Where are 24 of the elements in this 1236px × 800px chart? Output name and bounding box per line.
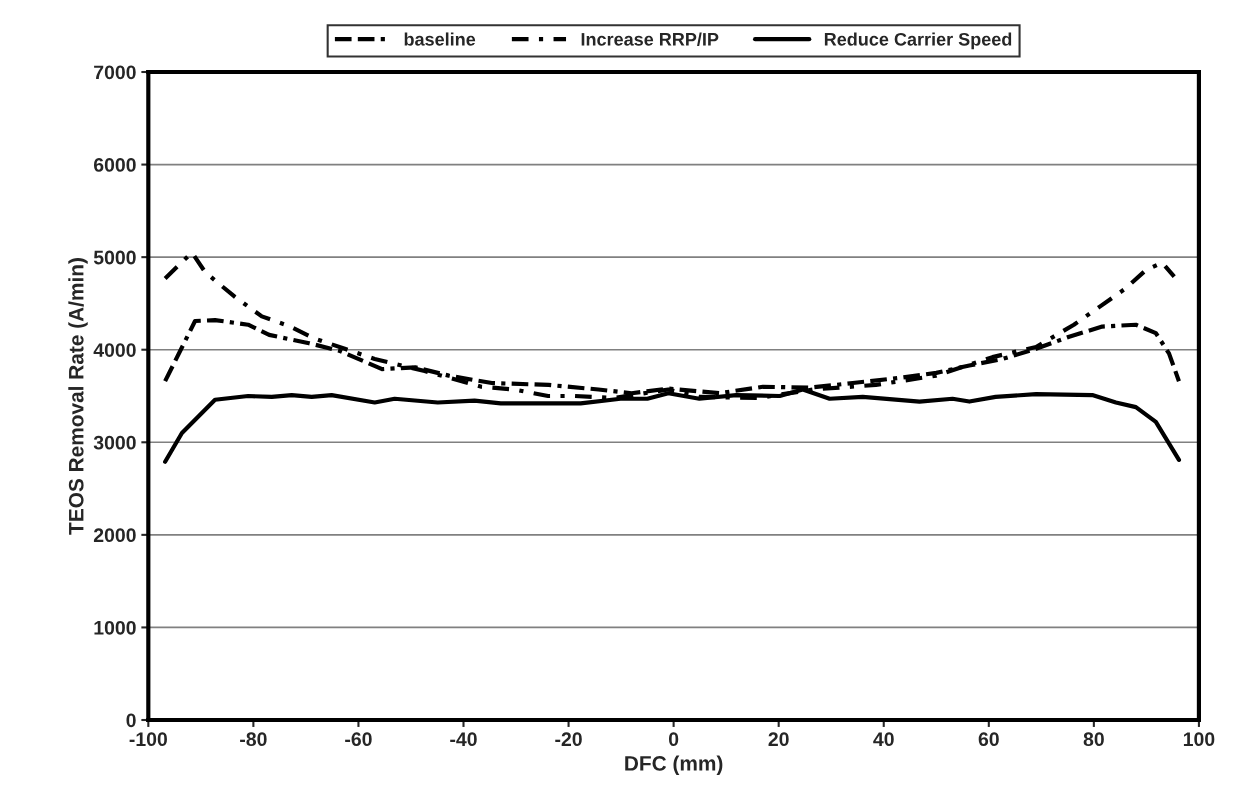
- x-tick-label: -40: [450, 732, 477, 747]
- x-tick-label: -80: [240, 732, 267, 747]
- y-tick-label: 3000: [93, 435, 136, 450]
- y-tick-label: 4000: [93, 343, 136, 357]
- x-tick-label: -60: [345, 732, 372, 747]
- y-tick-label: 0: [126, 713, 136, 728]
- x-tick-label: -20: [555, 732, 582, 747]
- x-tick-label: 80: [1083, 732, 1104, 747]
- y-axis-title: TEOS Removal Rate (A/min): [68, 258, 88, 535]
- legend-label: baseline: [404, 32, 476, 46]
- x-tick-label: 40: [873, 732, 894, 747]
- legend-label: Reduce Carrier Speed: [824, 32, 1012, 50]
- y-tick-label: 2000: [93, 528, 136, 543]
- y-tick-label: 7000: [94, 65, 136, 80]
- x-tick-label: 0: [668, 732, 679, 747]
- y-tick-label: 5000: [93, 250, 136, 265]
- x-tick-label: 100: [1183, 732, 1215, 747]
- y-tick-label: 1000: [94, 620, 136, 635]
- x-tick-label: 20: [768, 732, 789, 747]
- legend-label: Increase RRP/IP: [581, 32, 719, 46]
- x-tick-label: 60: [978, 732, 999, 747]
- x-axis-title: DFC (mm): [625, 755, 723, 775]
- y-tick-label: 6000: [93, 158, 136, 172]
- x-tick-label: -100: [129, 732, 167, 747]
